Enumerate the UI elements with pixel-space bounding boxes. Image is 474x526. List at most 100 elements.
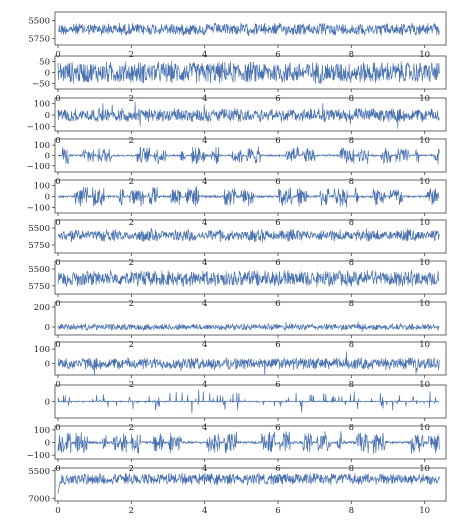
- x-tick-label: 0: [55, 423, 60, 433]
- y-tick-label: −100: [27, 162, 50, 172]
- x-tick-label: 8: [349, 218, 354, 228]
- x-tick-label: 10: [419, 50, 430, 60]
- x-tick-label: 2: [129, 340, 134, 350]
- x-tick-label: 0: [55, 94, 60, 104]
- x-tick-label: 0: [55, 177, 60, 187]
- y-tick-label: 100: [34, 426, 50, 436]
- x-tick-label: 8: [349, 258, 354, 268]
- x-tick-label: 2: [129, 177, 134, 187]
- x-tick-label: 10: [419, 423, 430, 433]
- axes-frame: [54, 341, 447, 376]
- x-tick-label: 4: [202, 258, 207, 268]
- panel-12: 0 2 4 6 8 10 5500 7000: [28, 467, 447, 516]
- x-tick-label: 2: [129, 299, 134, 309]
- y-tick-label: 5750: [28, 282, 50, 292]
- x-tick-label: 8: [349, 136, 354, 146]
- signal-line: [57, 351, 440, 376]
- x-tick-label: 4: [202, 340, 207, 350]
- y-tick-label: 0: [45, 439, 50, 449]
- x-tick-label: 6: [275, 423, 280, 433]
- y-tick-label: 100: [34, 141, 50, 151]
- signal-line: [57, 389, 440, 414]
- x-tick-label: 4: [202, 464, 207, 474]
- signal-line: [57, 101, 440, 129]
- x-tick-label: 6: [275, 340, 280, 350]
- x-tick-label: 0: [55, 506, 60, 516]
- y-tick-label: 0: [45, 152, 50, 162]
- x-tick-label: 4: [202, 299, 207, 309]
- x-tick-label: 10: [419, 218, 430, 228]
- x-tick-label: 0: [55, 50, 60, 60]
- x-tick-label: 6: [275, 136, 280, 146]
- x-tick-label: 8: [349, 506, 354, 516]
- x-tick-label: 2: [129, 258, 134, 268]
- panel-7: 0 2 4 6 8 10 5500 5750: [28, 260, 447, 309]
- x-tick-label: 8: [349, 94, 354, 104]
- panel-8: 0 2 4 6 8 10 200 0: [34, 301, 447, 350]
- signal-line: [57, 472, 440, 494]
- panel-10: 0 2 4 6 8 10 0: [45, 384, 447, 433]
- x-tick-label: 6: [275, 258, 280, 268]
- y-tick-label: 100: [34, 345, 50, 355]
- axes-frame: [54, 97, 447, 132]
- axes-frame: [54, 219, 447, 254]
- signal-line: [57, 321, 440, 332]
- x-tick-label: 8: [349, 464, 354, 474]
- x-tick-label: 10: [419, 506, 430, 516]
- x-tick-label: 6: [275, 177, 280, 187]
- y-tick-label: 100: [34, 182, 50, 192]
- axes-frame: [54, 467, 447, 502]
- axes-frame: [54, 11, 447, 46]
- panel-9: 0 2 4 6 8 10 100 0: [34, 341, 447, 390]
- x-tick-label: 0: [55, 136, 60, 146]
- y-tick-label: 0: [45, 193, 50, 203]
- x-tick-label: 6: [275, 94, 280, 104]
- x-tick-label: 2: [129, 218, 134, 228]
- x-tick-label: 0: [55, 299, 60, 309]
- x-tick-label: 2: [129, 136, 134, 146]
- x-tick-label: 6: [275, 299, 280, 309]
- x-tick-label: 10: [419, 258, 430, 268]
- x-tick-label: 6: [275, 506, 280, 516]
- y-tick-label: 5500: [28, 224, 50, 234]
- x-tick-label: 4: [202, 50, 207, 60]
- x-tick-label: 6: [275, 218, 280, 228]
- y-tick-label: 0: [45, 111, 50, 121]
- y-tick-label: −100: [27, 204, 50, 214]
- x-tick-label: 0: [55, 340, 60, 350]
- y-tick-label: 100: [34, 100, 50, 110]
- panel-1: 0 2 4 6 8 10 5500 5750: [28, 11, 447, 60]
- x-tick-label: 4: [202, 94, 207, 104]
- y-tick-label: 0: [45, 69, 50, 79]
- panel-6: 0 2 4 6 8 10 5500 5750: [28, 219, 447, 268]
- y-tick-label: 5500: [28, 467, 50, 477]
- signal-line: [57, 22, 440, 36]
- x-tick-label: 4: [202, 177, 207, 187]
- y-tick-label: 7000: [28, 494, 50, 504]
- y-tick-label: 0: [45, 323, 50, 333]
- x-tick-label: 6: [275, 50, 280, 60]
- x-tick-label: 4: [202, 423, 207, 433]
- signal-line: [57, 269, 440, 288]
- x-tick-label: 8: [349, 423, 354, 433]
- signal-line: [57, 227, 440, 243]
- axes-frame: [54, 260, 447, 295]
- x-tick-label: 4: [202, 506, 207, 516]
- y-tick-label: −50: [32, 80, 50, 90]
- axes-frame: [54, 301, 447, 336]
- x-tick-label: 2: [129, 94, 134, 104]
- x-tick-label: 2: [129, 423, 134, 433]
- x-tick-label: 8: [349, 50, 354, 60]
- x-tick-label: 8: [349, 177, 354, 187]
- signal-line: [57, 61, 440, 85]
- y-tick-label: 50: [39, 58, 50, 68]
- y-tick-label: 200: [34, 303, 50, 313]
- y-tick-label: 5750: [28, 35, 50, 45]
- x-tick-label: 10: [419, 94, 430, 104]
- y-tick-label: 0: [45, 360, 50, 370]
